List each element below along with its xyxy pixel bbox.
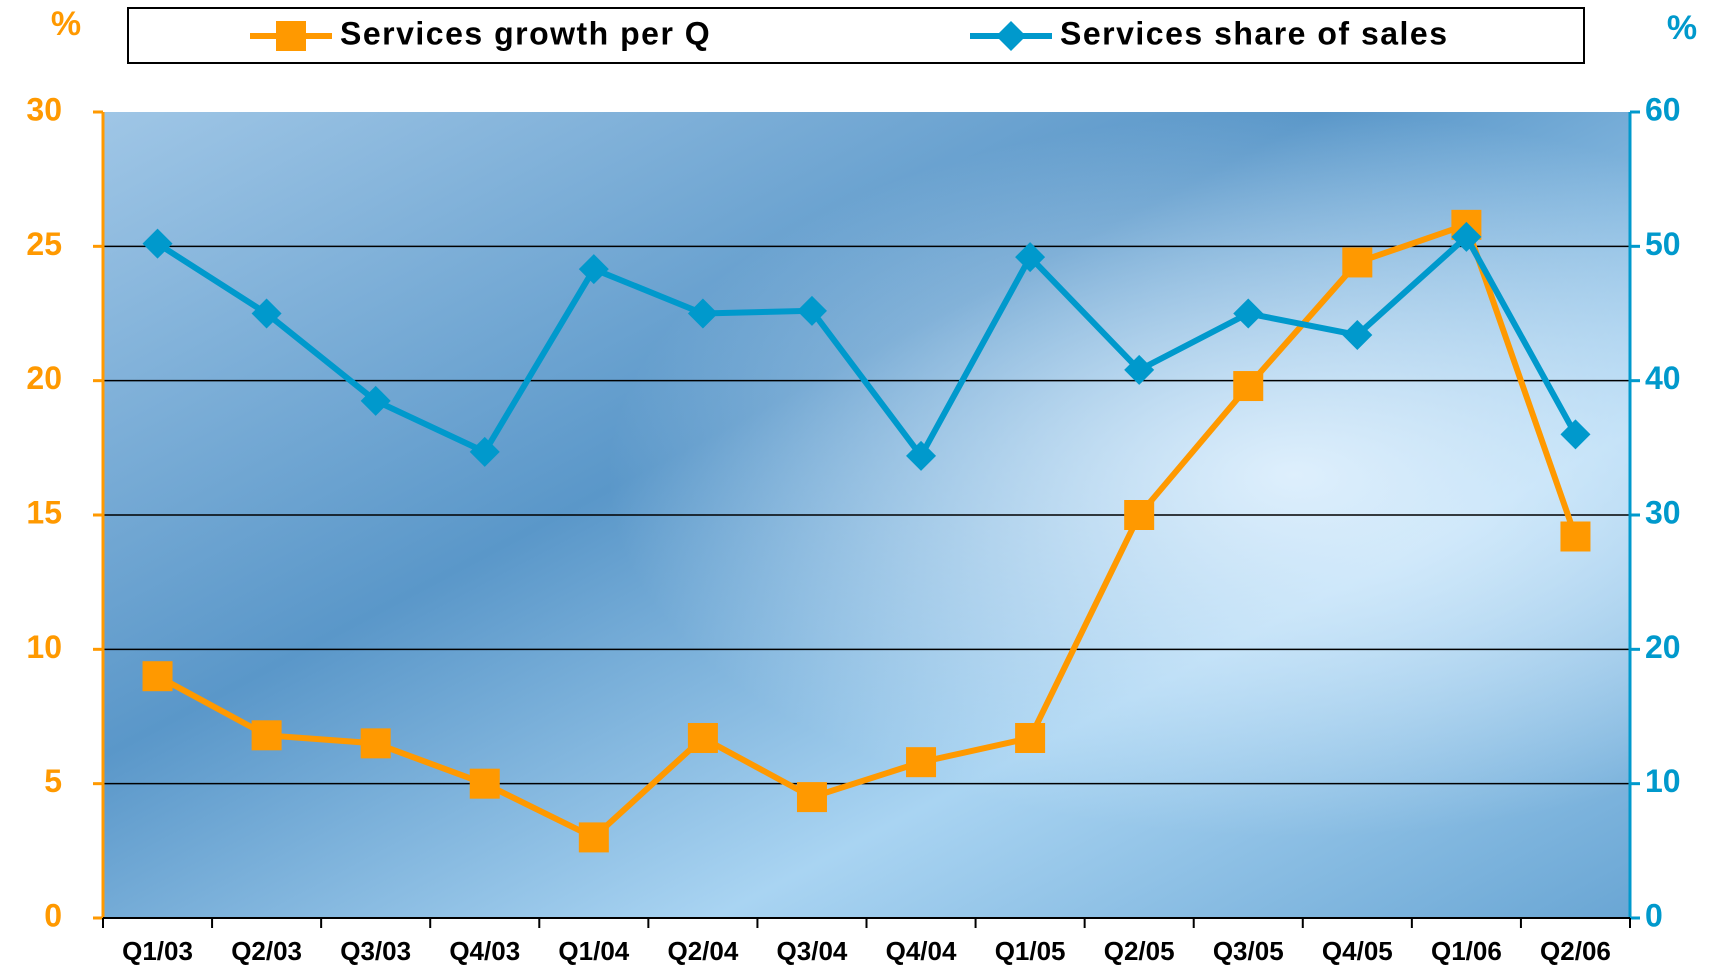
- x-tick-label: Q3/04: [777, 936, 848, 966]
- marker: [360, 385, 391, 416]
- x-tick-label: Q3/05: [1213, 936, 1284, 966]
- marker: [1560, 521, 1591, 552]
- x-tick-label: Q4/05: [1322, 936, 1393, 966]
- marker: [1015, 722, 1046, 753]
- marker: [1124, 500, 1155, 530]
- y-tick-label: 20: [26, 360, 62, 396]
- x-tick-label: Q1/05: [995, 936, 1066, 966]
- y2-tick-label: 30: [1645, 494, 1681, 530]
- y-tick-label: 0: [44, 897, 62, 933]
- y-tick-label: 5: [44, 763, 62, 799]
- marker: [1451, 221, 1482, 252]
- marker: [996, 21, 1026, 51]
- y-tick-label: 30: [26, 91, 62, 127]
- marker: [1560, 419, 1591, 450]
- marker: [276, 21, 306, 51]
- marker: [1233, 298, 1264, 329]
- y2-axis-label: %: [1667, 9, 1697, 47]
- marker: [687, 722, 718, 753]
- x-tick-label: Q1/06: [1431, 936, 1502, 966]
- y-tick-label: 10: [26, 629, 62, 665]
- y2-tick-label: 60: [1645, 91, 1681, 127]
- y2-tick-label: 20: [1645, 629, 1681, 665]
- marker: [1342, 319, 1373, 350]
- marker: [1233, 371, 1264, 402]
- marker: [578, 254, 609, 285]
- legend-label: Services growth per Q: [340, 15, 711, 51]
- marker: [142, 661, 173, 692]
- x-tick-label: Q2/05: [1104, 936, 1175, 966]
- x-tick-label: Q2/06: [1540, 936, 1611, 966]
- marker: [1015, 242, 1046, 273]
- marker: [1342, 247, 1373, 278]
- marker: [469, 436, 500, 467]
- legend-box: [127, 7, 1585, 64]
- marker: [360, 728, 391, 759]
- y-tick-label: 15: [26, 494, 62, 530]
- y2-tick-label: 0: [1645, 897, 1663, 933]
- x-tick-label: Q1/04: [558, 936, 629, 966]
- series-line: [155, 232, 1579, 462]
- x-tick-label: Q3/03: [340, 936, 411, 966]
- marker: [251, 298, 282, 329]
- marker: [687, 298, 718, 329]
- x-tick-label: Q2/04: [667, 936, 738, 966]
- x-tick-label: Q1/03: [122, 936, 193, 966]
- marker: [578, 822, 609, 853]
- y2-tick-label: 40: [1645, 360, 1681, 396]
- x-tick-label: Q4/04: [886, 936, 957, 966]
- marker: [469, 768, 500, 799]
- x-tick-label: Q4/03: [449, 936, 520, 966]
- marker: [142, 228, 173, 259]
- series-line: [156, 221, 1579, 841]
- y2-tick-label: 50: [1645, 226, 1681, 262]
- x-tick-label: Q2/03: [231, 936, 302, 966]
- marker: [906, 440, 937, 471]
- marker: [906, 747, 937, 778]
- y-axis-label: %: [51, 5, 81, 43]
- marker: [796, 295, 827, 326]
- marker: [1124, 354, 1155, 385]
- marker: [251, 720, 282, 751]
- y2-tick-label: 10: [1645, 763, 1681, 799]
- y-tick-label: 25: [26, 226, 62, 262]
- marker: [796, 782, 827, 813]
- legend-label: Services share of sales: [1060, 15, 1449, 51]
